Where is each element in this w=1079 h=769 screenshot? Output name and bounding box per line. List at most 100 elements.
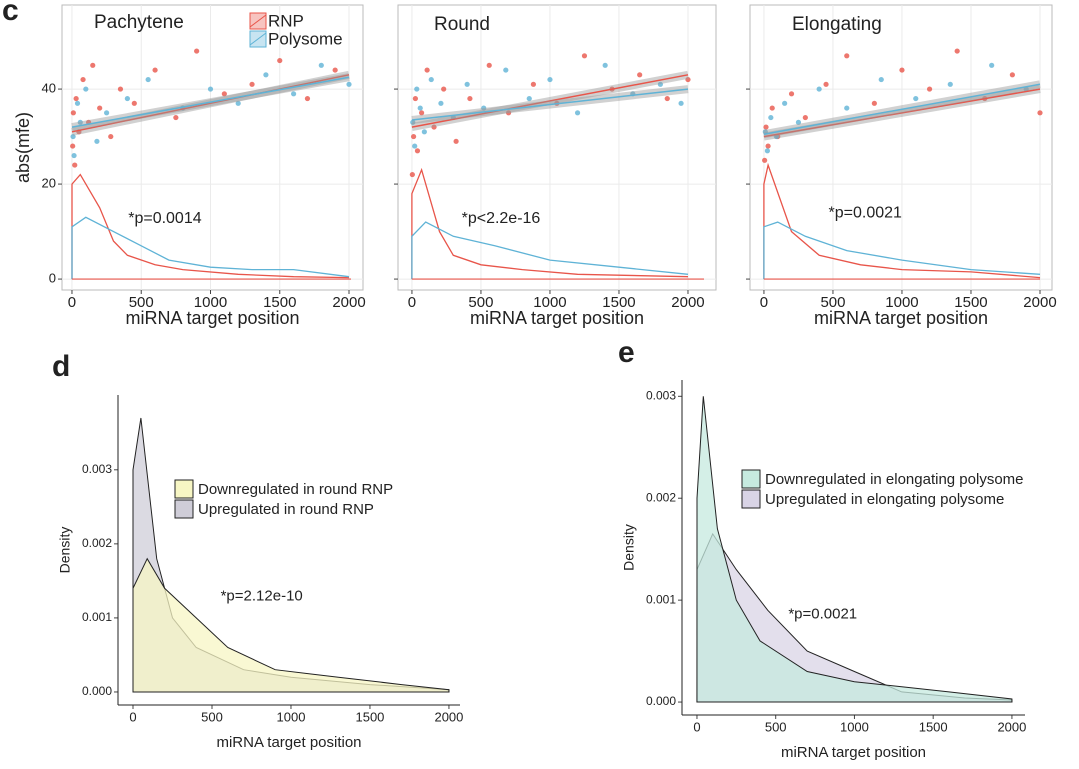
y-tick-label: 0.001: [82, 610, 112, 624]
plot-background: [749, 4, 1053, 291]
fit-line: [411, 74, 689, 128]
scatter-point: [503, 67, 509, 73]
scatter-point: [788, 91, 795, 97]
scatter-point: [421, 129, 427, 135]
fit-line: [763, 88, 1041, 138]
panel: 0 500 1000 1500 2000 Round *p<2.2e-16 miRNA tar…: [394, 4, 717, 328]
y-tick-label: 0.003: [82, 462, 112, 476]
scatter-point: [97, 105, 103, 111]
scatter-point: [762, 157, 768, 163]
scatter-point: [769, 105, 775, 111]
legend-label: Downregulated in elongating polysome: [765, 471, 1024, 488]
scatter-point: [581, 53, 588, 59]
density-area: [696, 396, 1013, 703]
x-tick-label: 1500: [602, 294, 635, 311]
x-tick-label: 500: [201, 709, 223, 724]
panel-label: e: [618, 336, 635, 369]
y-tick-label: 40: [42, 81, 56, 96]
scatter-point: [678, 100, 684, 106]
x-axis-label: miRNA target position: [216, 734, 361, 751]
scatter-point: [764, 148, 770, 154]
scatter-point: [152, 67, 158, 73]
scatter-point: [117, 86, 124, 92]
x-tick-label: 2000: [332, 294, 365, 311]
fit-line: [763, 83, 1041, 135]
panel-title: Round: [434, 14, 490, 35]
scatter-point: [263, 72, 269, 78]
scatter-point: [304, 95, 311, 102]
scatter-point: [844, 105, 850, 111]
x-axis-label: miRNA target position: [125, 308, 299, 328]
scatter-point: [795, 119, 802, 125]
scatter-point: [505, 110, 512, 116]
scatter-point: [547, 76, 553, 83]
x-tick-label: 1000: [885, 294, 918, 311]
x-axis-label: miRNA target position: [470, 308, 644, 328]
x-tick-label: 2000: [434, 709, 463, 724]
x-tick-label: 500: [820, 294, 845, 311]
density-line: [411, 167, 689, 280]
annotation: *p<2.2e-16: [462, 210, 541, 227]
scatter-point: [823, 81, 829, 87]
y-tick-label: 0.002: [82, 536, 112, 550]
scatter-point: [414, 86, 420, 92]
y-tick-label: 0.003: [646, 388, 676, 402]
scatter-point: [145, 76, 151, 83]
x-tick-label: 2000: [1023, 294, 1056, 311]
panel-label: c: [2, 0, 19, 27]
y-axis-label: abs(mfe): [13, 112, 33, 183]
scatter-point: [453, 138, 459, 144]
scatter-point: [1037, 110, 1043, 116]
y-tick-label: 0.000: [82, 684, 112, 698]
x-tick-label: 1000: [277, 709, 306, 724]
density-line: [763, 162, 1041, 280]
fit-line: [71, 74, 350, 133]
panel-title: Elongating: [792, 14, 882, 35]
scatter-point: [464, 81, 470, 87]
scatter-point: [173, 114, 179, 121]
scatter-point: [428, 76, 434, 83]
scatter-point: [802, 114, 808, 121]
legend-line: [249, 14, 267, 28]
scatter-point: [602, 62, 608, 68]
scatter-point: [124, 95, 130, 102]
fit-line: [411, 88, 689, 121]
x-tick-label: 1500: [355, 709, 384, 724]
x-tick-label: 1500: [919, 719, 948, 734]
x-tick-label: 0: [693, 719, 700, 734]
scatter-point: [816, 86, 822, 92]
scatter-point: [277, 57, 283, 64]
panel: 0.000 0.001 0.002 0.003 0 500 1000 1500 2000 *p=2…: [57, 395, 463, 751]
plot-background: [397, 4, 717, 291]
legend-label: Polysome: [268, 29, 343, 48]
scatter-point: [637, 72, 643, 78]
scatter-point: [424, 67, 430, 73]
scatter-point: [412, 95, 418, 102]
x-tick-label: 1000: [840, 719, 869, 734]
panel-label: d: [52, 350, 70, 383]
scatter-point: [71, 152, 77, 159]
scatter-point: [664, 95, 670, 102]
y-axis-label: Density: [57, 527, 73, 574]
scatter-point: [526, 95, 532, 102]
scatter-point: [410, 119, 416, 125]
density-line: [71, 216, 350, 280]
x-tick-label: 2000: [671, 294, 704, 311]
panel: 0 500 1000 1500 2000 Elongating *p=0.0021 miRNA…: [746, 4, 1057, 328]
scatter-point: [70, 110, 76, 116]
scatter-point: [438, 100, 444, 106]
scatter-point: [685, 76, 691, 83]
scatter-point: [131, 100, 137, 106]
y-axis-label: Density: [621, 524, 637, 571]
scatter-point: [73, 95, 79, 102]
scatter-point: [410, 133, 417, 140]
scatter-point: [90, 62, 96, 68]
annotation: *p=0.0021: [829, 204, 903, 221]
x-tick-label: 500: [765, 719, 787, 734]
x-tick-label: 0: [68, 294, 76, 311]
scatter-point: [782, 100, 788, 106]
scatter-point: [70, 133, 76, 140]
scatter-point: [74, 100, 81, 106]
scatter-point: [409, 171, 415, 178]
scatter-point: [530, 81, 536, 87]
